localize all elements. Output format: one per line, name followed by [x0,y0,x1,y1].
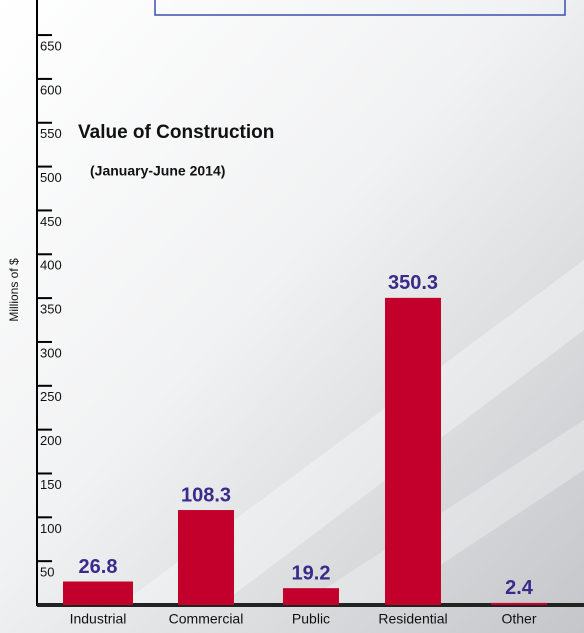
y-tick-label: 550 [40,126,62,141]
y-tick-label: 500 [40,170,62,185]
bar [63,582,133,605]
bar [491,603,547,605]
x-tick-label: Other [501,611,536,627]
bar [283,588,339,605]
y-tick-label: 450 [40,214,62,229]
y-tick-label: 50 [40,565,54,580]
page: {"chart_data": {"type": "bar", "title": … [0,0,584,633]
chart-subtitle: (January-June 2014) [90,163,225,179]
y-tick-label: 600 [40,82,62,97]
value-label: 2.4 [505,577,534,599]
x-tick-label: Commercial [169,611,244,627]
value-label: 350.3 [388,272,438,294]
y-tick-label: 150 [40,477,62,492]
y-tick-label: 200 [40,433,62,448]
x-tick-label: Residential [378,611,447,627]
value-label: 26.8 [79,556,118,578]
value-label: 108.3 [181,484,231,506]
chart-title: Value of Construction [78,122,274,143]
chart: Value of Construction (January-June 2014… [0,0,584,633]
x-tick-label: Industrial [70,611,127,627]
x-tick-label: Public [292,611,330,627]
bar [385,298,441,605]
y-tick-label: 250 [40,389,62,404]
y-tick-label: 650 [40,39,62,54]
y-tick-label: 100 [40,521,62,536]
y-tick-label: 300 [40,345,62,360]
value-label: 19.2 [292,562,331,584]
y-tick-label: 400 [40,258,62,273]
bar [178,510,234,605]
y-axis-label: Millions of $ [7,258,21,322]
y-tick-label: 350 [40,302,62,317]
